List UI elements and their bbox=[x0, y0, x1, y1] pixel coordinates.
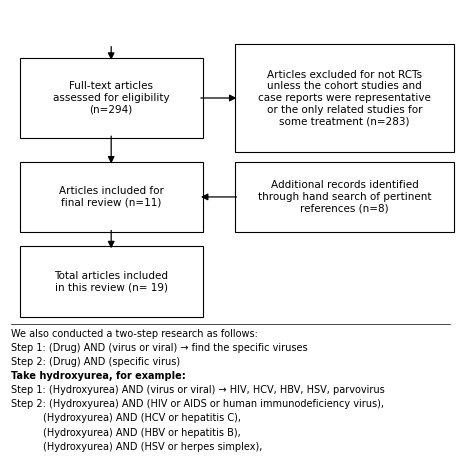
Text: Additional records identified
through hand search of pertinent
references (n=8): Additional records identified through ha… bbox=[258, 180, 431, 214]
Text: (Hydroxyurea) AND (HBV or hepatitis B),: (Hydroxyurea) AND (HBV or hepatitis B), bbox=[43, 428, 240, 438]
Text: Total articles included
in this review (n= 19): Total articles included in this review (… bbox=[54, 271, 168, 292]
Text: (Hydroxyurea) AND (HSV or herpes simplex),: (Hydroxyurea) AND (HSV or herpes simplex… bbox=[43, 442, 262, 452]
FancyBboxPatch shape bbox=[235, 162, 454, 232]
Text: (Hydroxyurea) AND (HCV or hepatitis C),: (Hydroxyurea) AND (HCV or hepatitis C), bbox=[43, 413, 241, 423]
Text: Step 2: (Drug) AND (specific virus): Step 2: (Drug) AND (specific virus) bbox=[10, 357, 180, 367]
Text: Take hydroxyurea, for example:: Take hydroxyurea, for example: bbox=[10, 371, 185, 381]
Text: Articles included for
final review (n=11): Articles included for final review (n=11… bbox=[59, 186, 164, 208]
FancyBboxPatch shape bbox=[20, 58, 203, 138]
Text: Step 1: (Hydroxyurea) AND (virus or viral) → HIV, HCV, HBV, HSV, parvovirus: Step 1: (Hydroxyurea) AND (virus or vira… bbox=[10, 385, 384, 395]
FancyBboxPatch shape bbox=[20, 162, 203, 232]
Text: Step 1: (Drug) AND (virus or viral) → find the specific viruses: Step 1: (Drug) AND (virus or viral) → fi… bbox=[10, 343, 307, 353]
FancyBboxPatch shape bbox=[20, 246, 203, 317]
Text: Articles excluded for not RCTs
unless the cohort studies and
case reports were r: Articles excluded for not RCTs unless th… bbox=[258, 70, 431, 126]
Text: Full-text articles
assessed for eligibility
(n=294): Full-text articles assessed for eligibil… bbox=[53, 82, 170, 115]
FancyBboxPatch shape bbox=[235, 44, 454, 152]
Text: We also conducted a two-step research as follows:: We also conducted a two-step research as… bbox=[10, 328, 257, 338]
Text: Step 2: (Hydroxyurea) AND (HIV or AIDS or human immunodeficiency virus),: Step 2: (Hydroxyurea) AND (HIV or AIDS o… bbox=[10, 399, 383, 409]
